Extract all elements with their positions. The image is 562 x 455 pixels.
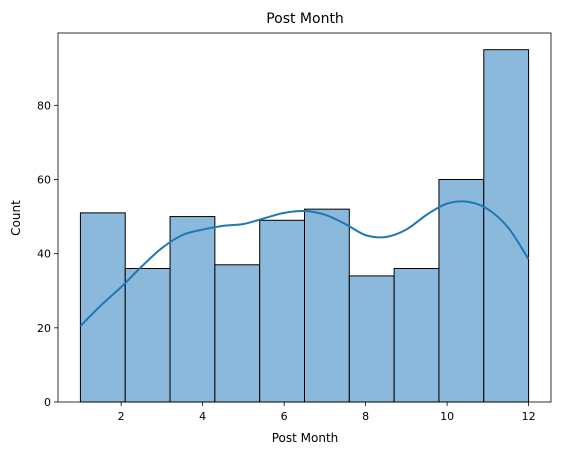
y-tick-label-0: 0 xyxy=(44,396,51,409)
y-tick-label-20: 20 xyxy=(37,322,51,335)
y-tick-label-40: 40 xyxy=(37,248,51,261)
histogram-bar-5 xyxy=(259,219,306,403)
bars-group xyxy=(79,49,530,403)
x-tick-label-6: 6 xyxy=(281,410,288,423)
kde-curve xyxy=(79,200,530,327)
y-tick-label-60: 60 xyxy=(37,173,51,186)
x-tick-label-8: 8 xyxy=(362,410,369,423)
histogram-bar-7 xyxy=(348,275,395,403)
chart-title: Post Month xyxy=(266,11,344,27)
x-tick-label-4: 4 xyxy=(199,410,206,423)
x-tick-label-10: 10 xyxy=(440,410,454,423)
x-axis-ticks: 2 4 6 8 10 12 xyxy=(118,402,536,423)
x-axis-label: Post Month xyxy=(272,431,339,445)
histogram-bar-3 xyxy=(169,216,216,403)
x-tick-label-12: 12 xyxy=(522,410,536,423)
histogram-bar-2 xyxy=(124,267,171,403)
y-axis-ticks: 0 20 40 60 80 xyxy=(37,99,58,409)
plot-frame xyxy=(57,32,552,403)
histogram-bar-9 xyxy=(438,178,485,403)
y-axis-label: Count xyxy=(9,200,23,236)
histogram-bar-1 xyxy=(79,212,126,403)
histogram-bar-6 xyxy=(304,208,350,403)
histogram-bar-4 xyxy=(214,264,261,403)
histogram-bar-8 xyxy=(393,267,440,403)
y-tick-label-80: 80 xyxy=(37,99,51,112)
x-tick-label-2: 2 xyxy=(118,410,125,423)
